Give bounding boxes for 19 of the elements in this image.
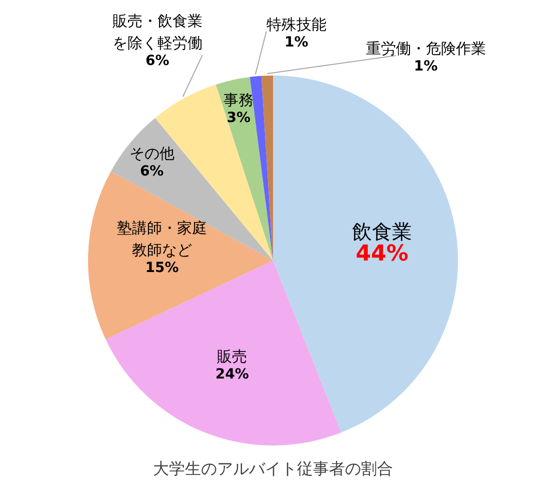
text: 大学生のアルバイト従事者の割合 — [153, 459, 393, 478]
data-label: 24% — [215, 366, 249, 383]
slice-label: 販売 — [217, 348, 248, 366]
pie-slice — [106, 260, 342, 446]
slice-label: 特殊技能 — [266, 16, 326, 34]
slice-label: 飲食業 — [352, 220, 412, 244]
slice-label: その他 — [129, 144, 174, 162]
data-label: 3% — [226, 110, 251, 126]
slice-label: 重労働・危険作業 — [366, 40, 486, 58]
slice-label: 塾講師・家庭教師など — [117, 219, 208, 260]
data-label: 1% — [284, 34, 308, 51]
pie-slice — [273, 76, 458, 433]
slice-label: 事務 — [224, 91, 254, 110]
data-label: 15% — [145, 260, 179, 276]
data-label: 1% — [414, 58, 438, 75]
data-label: 6% — [140, 163, 164, 180]
data-label: 44% — [356, 242, 408, 267]
slice-label: 販売・飲食業を除く軽労働 — [112, 12, 202, 52]
data-label: 6% — [145, 53, 170, 70]
